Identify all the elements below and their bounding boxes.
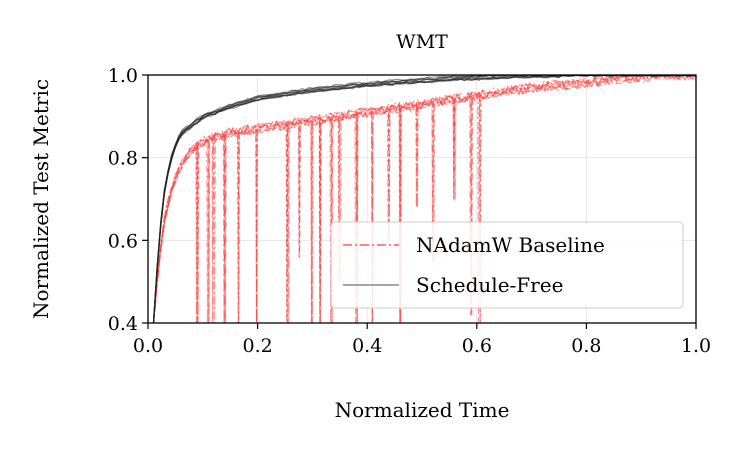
series-layer [152,75,696,323]
series-schedule-free-line [153,75,696,323]
y-axis-title: Normalized Test Metric [29,79,53,319]
legend-box [330,221,684,309]
series-nadamw-line [153,75,696,323]
ticks: 0.0 0.2 0.4 0.6 0.8 1.0 0.4 0.6 0.8 1.0 [108,65,711,357]
series-schedule-free-line [152,75,696,323]
y-tick-label: 0.8 [108,148,138,170]
series-schedule-free-line [152,75,696,323]
y-tick-label: 0.6 [108,230,138,252]
series-nadamw-line [152,75,696,323]
series-nadamw-line [152,75,696,323]
x-axis-title: Normalized Time [335,398,510,422]
chart-title: WMT [396,31,448,53]
x-tick-label: 0.0 [133,335,163,357]
legend-label-nadamw: NAdamW Baseline [416,233,605,257]
series-schedule-free-line [152,75,696,322]
x-tick-label: 1.0 [681,335,711,357]
x-tick-label: 0.8 [571,335,601,357]
x-tick-label: 0.2 [242,335,272,357]
legend-label-schedule-free: Schedule-Free [416,273,563,297]
legend: NAdamW Baseline Schedule-Free [330,221,684,309]
y-tick-label: 1.0 [108,65,138,87]
series-nadamw-line [152,75,696,323]
plot-frame [147,74,697,324]
y-tick-label: 0.4 [108,313,138,335]
x-tick-label: 0.6 [462,335,492,357]
x-tick-label: 0.4 [352,335,382,357]
series-schedule-free-line [152,75,696,323]
series-schedule-free-line [152,75,696,323]
